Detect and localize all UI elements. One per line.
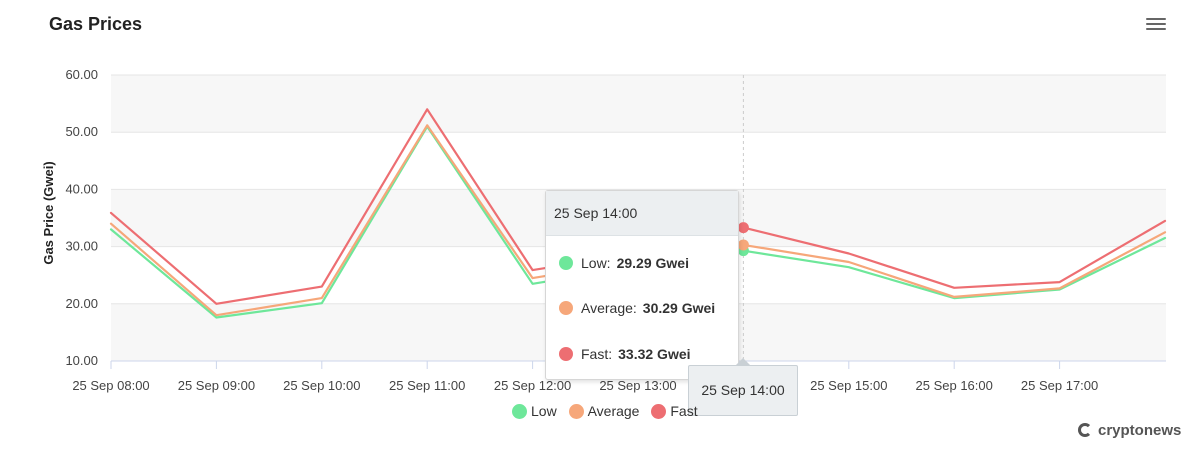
legend-label: Low	[531, 403, 557, 419]
tooltip-value: 29.29 Gwei	[616, 255, 689, 271]
x-tick-label: 25 Sep 09:00	[178, 378, 255, 393]
tooltip-value: 30.29 Gwei	[642, 300, 716, 316]
chart-title: Gas Prices	[49, 14, 143, 34]
average-legend-dot-icon	[568, 404, 584, 419]
x-tick-label: 25 Sep 15:00	[810, 378, 887, 393]
x-tick-label: 25 Sep 10:00	[283, 378, 360, 393]
series-markers	[737, 222, 749, 257]
crosshair-x-label: 25 Sep 14:00	[688, 365, 798, 416]
average-dot-icon	[559, 301, 573, 315]
highlight-point-average	[737, 239, 749, 251]
legend-label: Fast	[670, 403, 698, 419]
tooltip-label: Average:	[581, 300, 637, 316]
x-tick-label: 25 Sep 08:00	[72, 378, 149, 393]
tooltip-value: 33.32 Gwei	[618, 346, 691, 362]
hamburger-menu-icon[interactable]	[1146, 18, 1166, 34]
cryptonews-logo-icon	[1078, 423, 1092, 437]
fast-legend-dot-icon	[651, 404, 667, 419]
y-axis-title: Gas Price (Gwei)	[41, 161, 56, 264]
y-axis: 10.00 20.00 30.00 40.00 50.00 60.00	[65, 67, 98, 368]
crosshair-label-arrow	[736, 358, 750, 365]
tooltip-label: Fast:	[581, 346, 613, 362]
legend-item-average[interactable]: Average	[568, 403, 640, 419]
y-tick-label: 50.00	[65, 124, 98, 139]
y-tick-label: 40.00	[65, 181, 98, 196]
low-legend-dot-icon	[512, 404, 527, 419]
y-tick-label: 10.00	[65, 353, 98, 368]
y-tick-label: 30.00	[65, 239, 98, 254]
brand-logo: cryptonews	[1078, 422, 1181, 439]
tooltip: 25 Sep 14:00 Low: 29.29 Gwei Average: 30.2…	[545, 190, 739, 380]
legend: Low Average Fast	[512, 403, 706, 423]
tooltip-header: 25 Sep 14:00	[546, 191, 738, 236]
x-tick-label: 25 Sep 11:00	[389, 378, 465, 393]
x-tick-label: 25 Sep 12:00	[494, 378, 571, 393]
y-tick-label: 60.00	[65, 67, 98, 82]
fast-dot-icon	[559, 347, 573, 361]
y-tick-label: 20.00	[65, 296, 98, 311]
x-tick-label: 25 Sep 17:00	[1021, 378, 1098, 393]
x-tick-label: 25 Sep 16:00	[916, 378, 993, 393]
low-dot-icon	[559, 256, 573, 270]
x-tick-label: 25 Sep 13:00	[599, 378, 676, 393]
tooltip-row-low: Low: 29.29 Gwei	[559, 253, 689, 273]
tooltip-label: Low:	[581, 255, 611, 271]
tooltip-row-average: Average: 30.29 Gwei	[559, 298, 715, 318]
legend-item-low[interactable]: Low	[512, 403, 557, 419]
plot-band	[111, 75, 1166, 133]
brand-name: cryptonews	[1098, 422, 1182, 439]
tooltip-row-fast: Fast: 33.32 Gwei	[559, 344, 691, 364]
legend-label: Average	[587, 403, 640, 419]
legend-item-fast[interactable]: Fast	[651, 403, 698, 419]
highlight-point-fast	[737, 222, 749, 234]
